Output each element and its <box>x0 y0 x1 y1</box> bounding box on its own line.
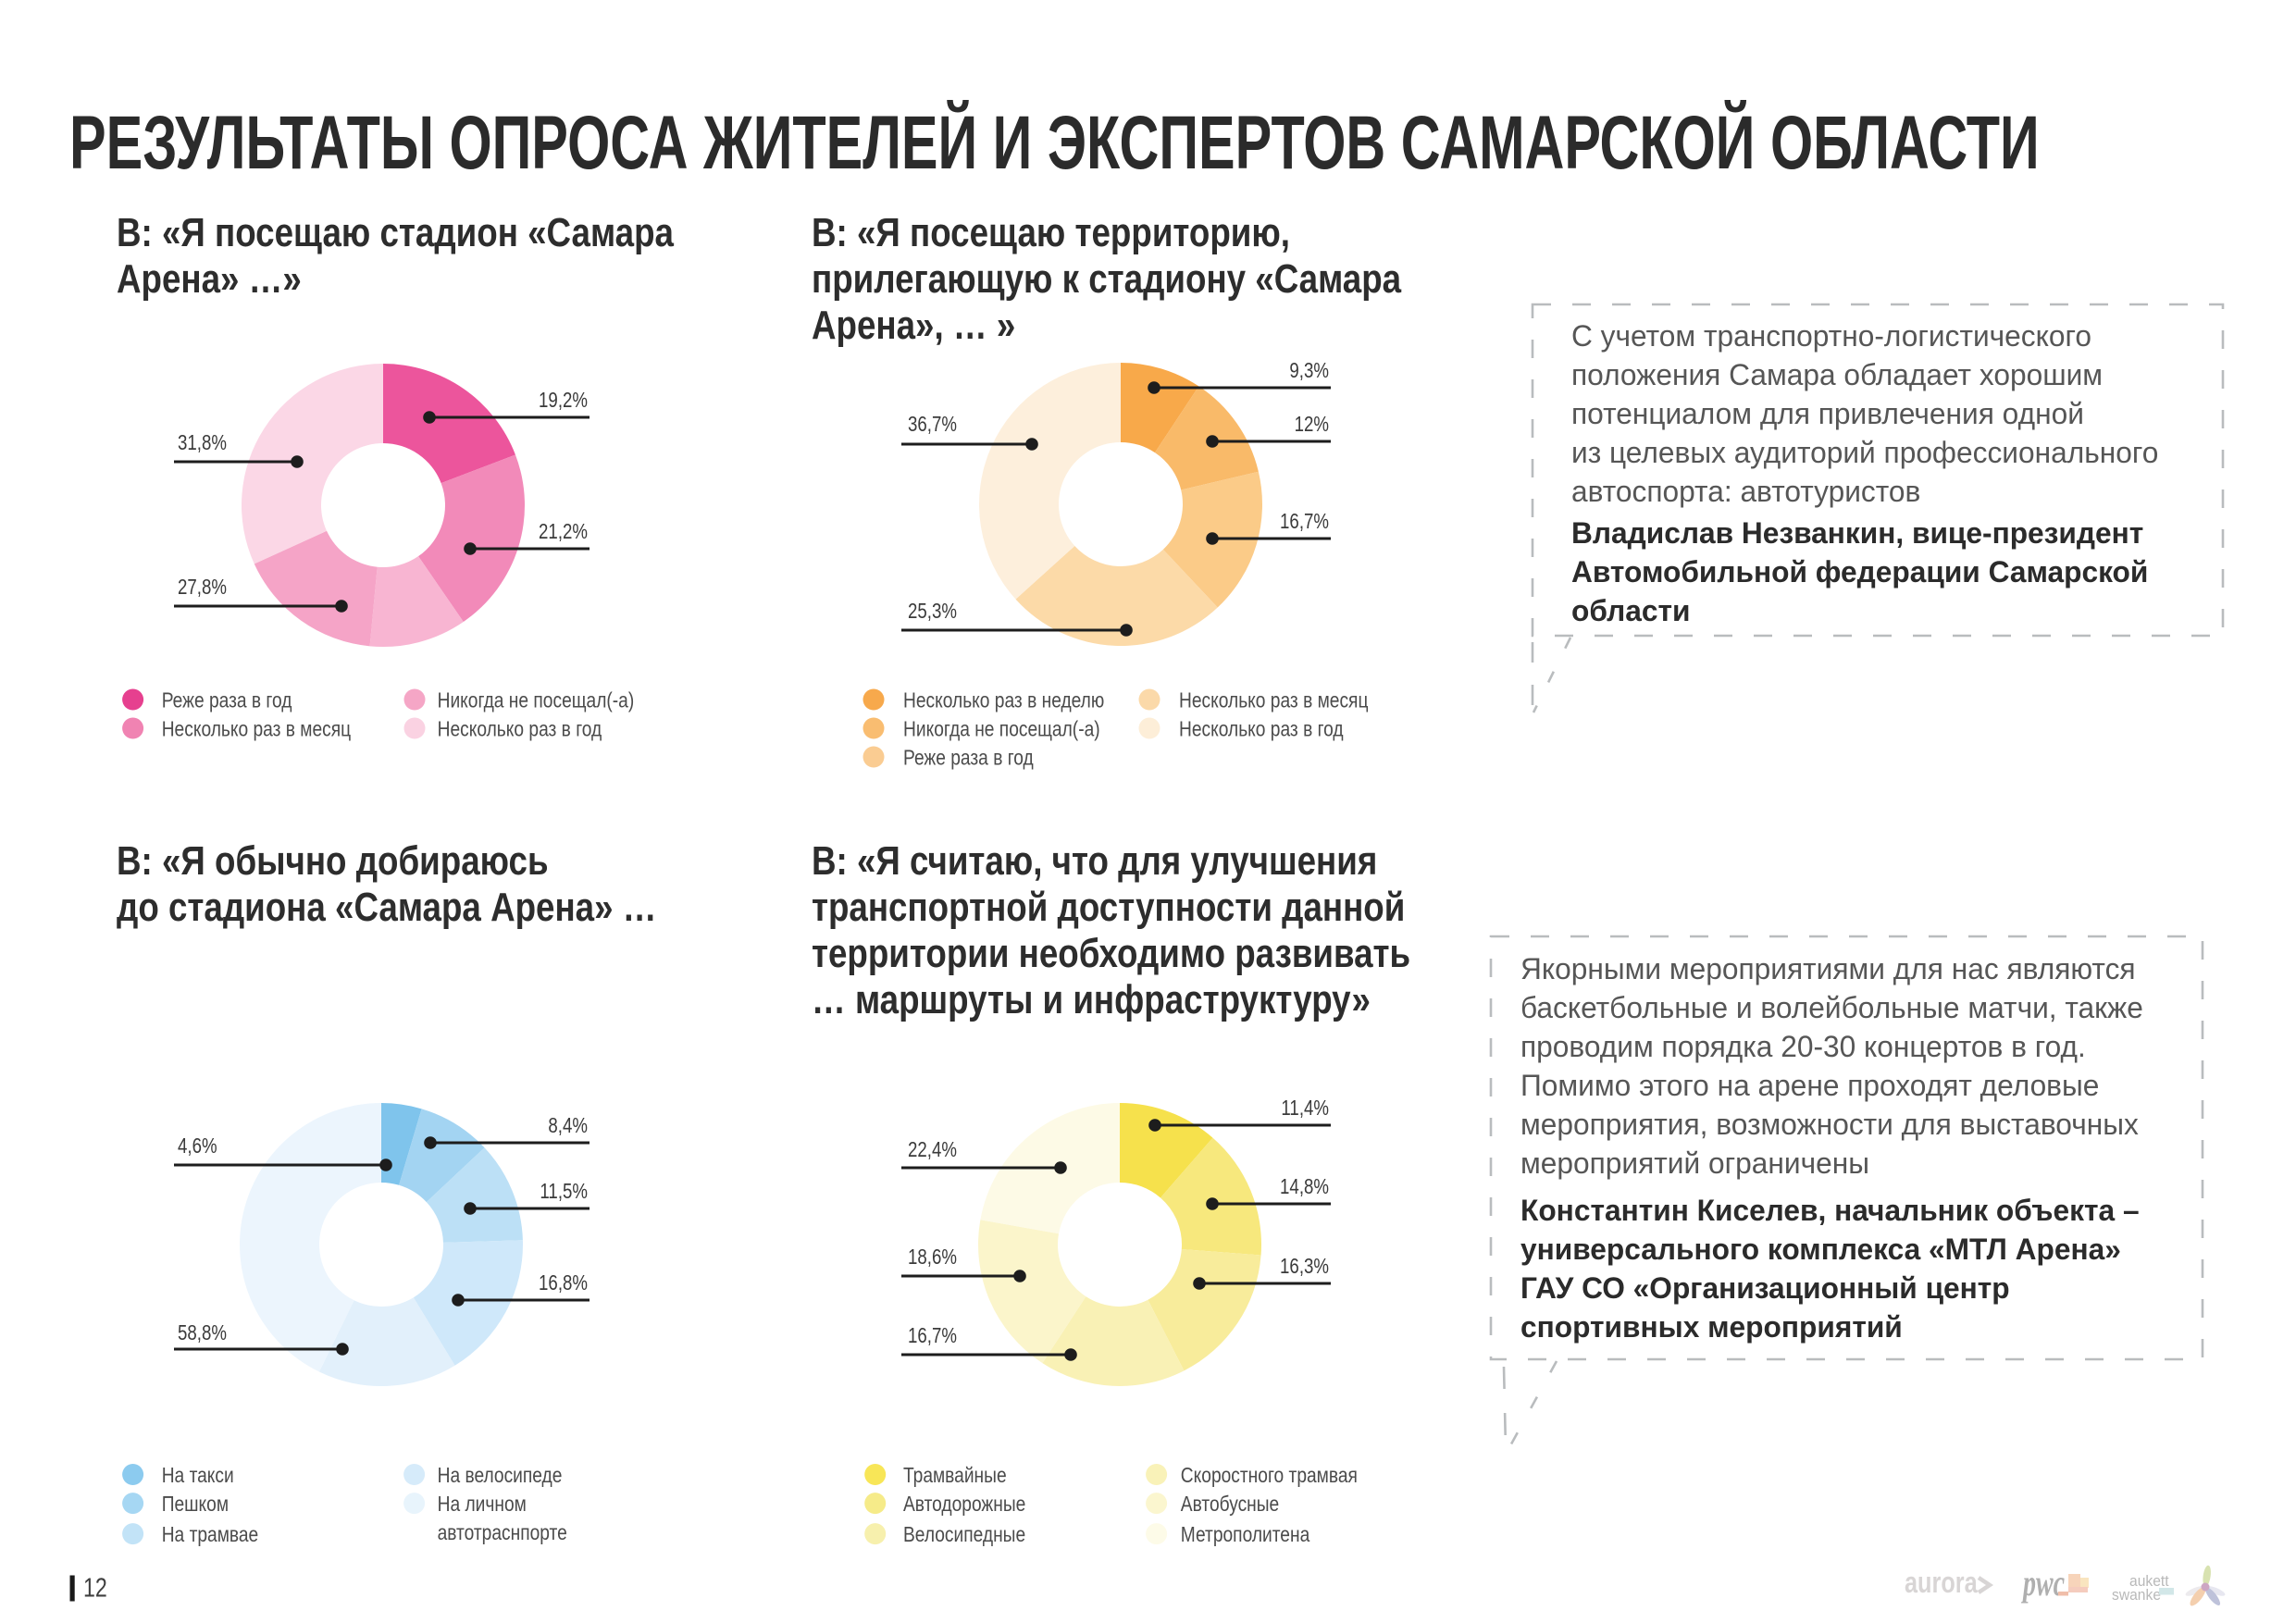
svg-text:36,7%: 36,7% <box>908 413 957 436</box>
svg-text:58,8%: 58,8% <box>178 1321 227 1344</box>
svg-text:16,7%: 16,7% <box>908 1324 957 1347</box>
svg-text:Несколько раз в неделю: Несколько раз в неделю <box>903 689 1104 712</box>
svg-text:На трамвае: На трамвае <box>162 1524 259 1547</box>
svg-text:Автодорожные: Автодорожные <box>903 1493 1025 1517</box>
svg-text:14,8%: 14,8% <box>1280 1175 1329 1198</box>
svg-text:Никогда не посещал(-а): Никогда не посещал(-а) <box>438 689 635 712</box>
svg-text:Несколько раз в год: Несколько раз в год <box>438 718 602 741</box>
svg-text:16,7%: 16,7% <box>1280 510 1329 533</box>
svg-text:8,4%: 8,4% <box>548 1114 588 1137</box>
svg-text:4,6%: 4,6% <box>178 1134 217 1158</box>
svg-text:11,4%: 11,4% <box>1281 1096 1329 1120</box>
svg-text:31,8%: 31,8% <box>178 431 227 454</box>
svg-text:Несколько раз в месяц: Несколько раз в месяц <box>1179 689 1368 712</box>
svg-text:11,5%: 11,5% <box>540 1180 588 1203</box>
svg-text:Никогда не посещал(-а): Никогда не посещал(-а) <box>903 718 1100 741</box>
svg-text:Несколько раз в месяц: Несколько раз в месяц <box>162 718 351 741</box>
svg-text:aukett: aukett <box>2129 1572 2169 1590</box>
svg-text:На велосипеде: На велосипеде <box>438 1464 563 1487</box>
svg-text:12: 12 <box>83 1572 107 1603</box>
svg-text:swanke: swanke <box>2112 1586 2161 1604</box>
svg-text:Несколько раз в год: Несколько раз в год <box>1179 718 1344 741</box>
svg-text:Реже раза в год: Реже раза в год <box>903 747 1034 770</box>
svg-text:На личном: На личном <box>438 1493 527 1517</box>
svg-text:18,6%: 18,6% <box>908 1245 957 1269</box>
svg-text:автотраснпорте: автотраснпорте <box>438 1522 567 1545</box>
svg-text:Метрополитена: Метрополитена <box>1181 1524 1310 1547</box>
svg-text:Пешком: Пешком <box>162 1493 229 1517</box>
svg-text:aurora: aurora <box>1905 1567 1979 1600</box>
svg-text:9,3%: 9,3% <box>1289 359 1329 382</box>
svg-text:25,3%: 25,3% <box>908 600 957 623</box>
svg-text:22,4%: 22,4% <box>908 1138 957 1161</box>
svg-text:pwc: pwc <box>2021 1563 2066 1604</box>
svg-text:На такси: На такси <box>162 1464 234 1487</box>
svg-text:Автобусные: Автобусные <box>1181 1493 1279 1517</box>
svg-text:16,8%: 16,8% <box>539 1271 588 1295</box>
svg-text:Трамвайные: Трамвайные <box>903 1464 1007 1487</box>
svg-text:12%: 12% <box>1295 413 1329 436</box>
svg-text:Скоростного трамвая: Скоростного трамвая <box>1181 1464 1358 1487</box>
svg-text:19,2%: 19,2% <box>539 389 588 412</box>
svg-text:21,2%: 21,2% <box>539 520 588 543</box>
svg-text:27,8%: 27,8% <box>178 576 227 599</box>
svg-text:Реже раза в год: Реже раза в год <box>162 689 292 712</box>
svg-text:16,3%: 16,3% <box>1280 1255 1329 1278</box>
svg-text:Велосипедные: Велосипедные <box>903 1524 1025 1547</box>
